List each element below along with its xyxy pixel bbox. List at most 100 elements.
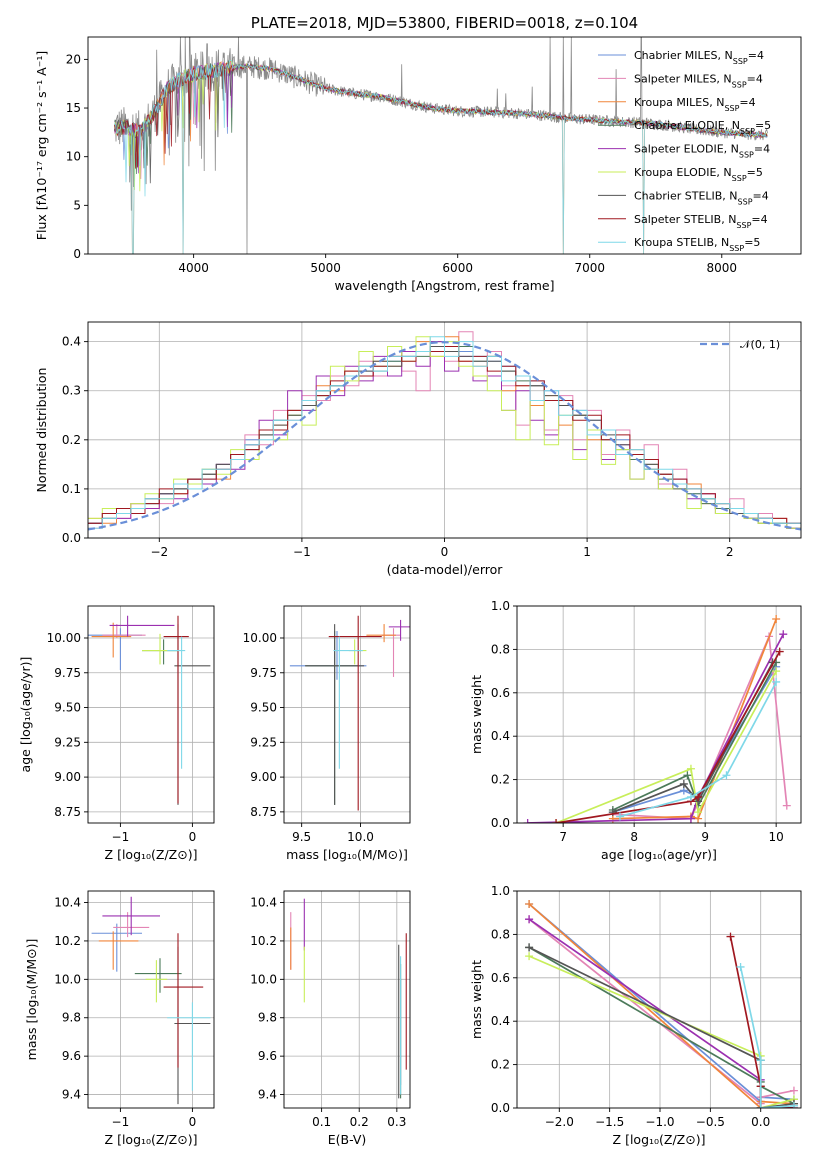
x-tick-label: 4000 bbox=[178, 261, 209, 275]
y-tick-label: 10.4 bbox=[54, 896, 81, 910]
x-tick-label: 0 bbox=[441, 545, 449, 559]
axes-frame bbox=[87, 890, 215, 1109]
y-tick-label: 15 bbox=[66, 101, 81, 115]
errorbar-point bbox=[388, 619, 410, 641]
legend-nssp-value: =5 bbox=[755, 119, 771, 132]
errorbar-point bbox=[98, 931, 139, 970]
residuals-panel: −2 −1 0 1 2 0.0 0.1 0.2 0.3 0.4 (data-model)/error… bbox=[34, 321, 802, 577]
plus-marker bbox=[686, 764, 695, 773]
y-tick-label: 9.4 bbox=[62, 1088, 81, 1102]
legend-series-name: Kroupa MILES, N bbox=[634, 96, 724, 109]
legend-subscript: SSP bbox=[740, 127, 755, 136]
errorbar-point bbox=[145, 960, 168, 1003]
plus-marker bbox=[789, 1101, 798, 1108]
errorbar-point bbox=[333, 636, 363, 769]
legend-entry: Salpeter STELIB, NSSP=4 bbox=[634, 213, 768, 230]
legend-subscript: SSP bbox=[724, 103, 739, 112]
axes-frame bbox=[87, 36, 802, 255]
legend-entry: Kroupa ELODIE, NSSP=5 bbox=[634, 166, 763, 183]
y-tick-label: 0.3 bbox=[62, 384, 81, 398]
plus-marker bbox=[525, 952, 534, 961]
legend-subscript: SSP bbox=[733, 57, 748, 66]
y-tick-label: 10.4 bbox=[250, 896, 277, 910]
y-tick-label: 0.0 bbox=[491, 816, 510, 830]
y-tick-label: 9.4 bbox=[258, 1088, 277, 1102]
plus-marker bbox=[722, 771, 731, 780]
legend-subscript: SSP bbox=[732, 80, 747, 89]
x-axis-label: wavelength [Angstrom, rest frame] bbox=[334, 278, 554, 293]
weight-lines bbox=[523, 615, 791, 823]
legend-nssp-value: =4 bbox=[748, 49, 764, 62]
age-vs-mass-panel: 9.5 10.0 8.75 9.00 9.25 9.50 9.75 10.00 mass [lo… bbox=[243, 605, 411, 862]
x-tick-label: 9.5 bbox=[292, 830, 311, 844]
plus-marker bbox=[772, 677, 781, 686]
x-tick-label: 1 bbox=[583, 545, 591, 559]
axes-frame bbox=[283, 605, 411, 824]
legend-nssp-value: =4 bbox=[747, 72, 763, 85]
x-axis-label: Z [log₁₀(Z/Z⊙)] bbox=[613, 1132, 706, 1147]
plus-marker bbox=[525, 943, 534, 952]
y-tick-label: 10.00 bbox=[47, 631, 81, 645]
plus-marker bbox=[756, 1104, 765, 1108]
weight-series-line bbox=[527, 633, 785, 823]
x-tick-label: 6000 bbox=[442, 261, 473, 275]
y-tick-label: 10.2 bbox=[54, 934, 81, 948]
y-tick-label: 8.75 bbox=[250, 805, 277, 819]
plus-marker bbox=[679, 779, 688, 788]
weight-series-line bbox=[555, 670, 777, 823]
legend-series-name: Chabrier MILES, N bbox=[634, 49, 733, 62]
errorbar-point bbox=[109, 615, 175, 637]
errorbars bbox=[88, 615, 211, 805]
weight-series-line bbox=[612, 661, 777, 811]
plus-marker bbox=[779, 630, 788, 639]
legend-nssp-value: =5 bbox=[747, 166, 763, 179]
y-tick-label: 10 bbox=[66, 150, 81, 164]
errorbar-point bbox=[366, 624, 396, 643]
errorbar-point bbox=[134, 958, 182, 993]
errorbar-point bbox=[328, 615, 382, 811]
x-tick-label: −1 bbox=[112, 830, 130, 844]
legend-nssp-value: =4 bbox=[754, 143, 770, 156]
x-tick-label: 0.3 bbox=[387, 1115, 406, 1129]
x-axis-label: E(B-V) bbox=[328, 1132, 367, 1147]
weight-series-line bbox=[739, 966, 795, 1108]
y-tick-label: 9.75 bbox=[250, 666, 277, 680]
legend-nssp-value: =4 bbox=[753, 189, 769, 202]
y-tick-label: 9.25 bbox=[250, 735, 277, 749]
x-tick-label: 2 bbox=[726, 545, 734, 559]
y-tick-label: 10.00 bbox=[243, 631, 277, 645]
weight-vs-Z-panel: −2.0 −1.5 −1.0 −0.5 0.0 0.0 0.2 0.4 0.6 0.8 1.0 Z [… bbox=[469, 884, 802, 1147]
y-axis-label: mass weight bbox=[469, 675, 484, 754]
y-tick-label: 0.2 bbox=[491, 773, 510, 787]
model-spectrum-line bbox=[114, 59, 768, 254]
plus-marker bbox=[775, 647, 784, 656]
y-tick-label: 0.6 bbox=[491, 971, 510, 985]
axes-frame bbox=[516, 605, 802, 824]
x-tick-label: −1 bbox=[112, 1115, 130, 1129]
spectrum-panel: PLATE=2018, MJD=53800, FIBERID=0018, z=0… bbox=[34, 14, 802, 293]
legend-entry: Kroupa MILES, NSSP=4 bbox=[634, 96, 756, 113]
x-axis-label: Z [log₁₀(Z/Z⊙)] bbox=[105, 1132, 198, 1147]
legend-entry: Chabrier MILES, NSSP=4 bbox=[634, 49, 764, 66]
y-tick-label: 9.6 bbox=[258, 1049, 277, 1063]
y-tick-label: 0.4 bbox=[491, 1014, 510, 1028]
x-tick-label: 0.1 bbox=[312, 1115, 331, 1129]
plus-marker bbox=[608, 808, 617, 817]
y-tick-label: 0.0 bbox=[62, 531, 81, 545]
plot-title: PLATE=2018, MJD=53800, FIBERID=0018, z=0… bbox=[251, 14, 638, 32]
axes-frame bbox=[516, 890, 802, 1109]
errorbar-point bbox=[348, 639, 367, 665]
plus-marker bbox=[686, 814, 695, 823]
y-tick-label: 10.0 bbox=[54, 972, 81, 986]
plus-marker bbox=[525, 915, 534, 924]
plus-marker bbox=[756, 1056, 765, 1065]
errorbar-point bbox=[163, 615, 189, 804]
y-tick-label: 0.2 bbox=[62, 433, 81, 447]
weight-vs-age-panel: 7 8 9 10 0.0 0.2 0.4 0.6 0.8 1.0 age [log₁₀(age/yr… bbox=[469, 599, 802, 862]
plus-marker bbox=[782, 801, 791, 810]
legend-subscript: SSP bbox=[738, 197, 753, 206]
y-tick-label: 1.0 bbox=[491, 884, 510, 898]
y-tick-label: 9.6 bbox=[62, 1049, 81, 1063]
legend-series-name: Salpeter STELIB, N bbox=[634, 213, 736, 226]
